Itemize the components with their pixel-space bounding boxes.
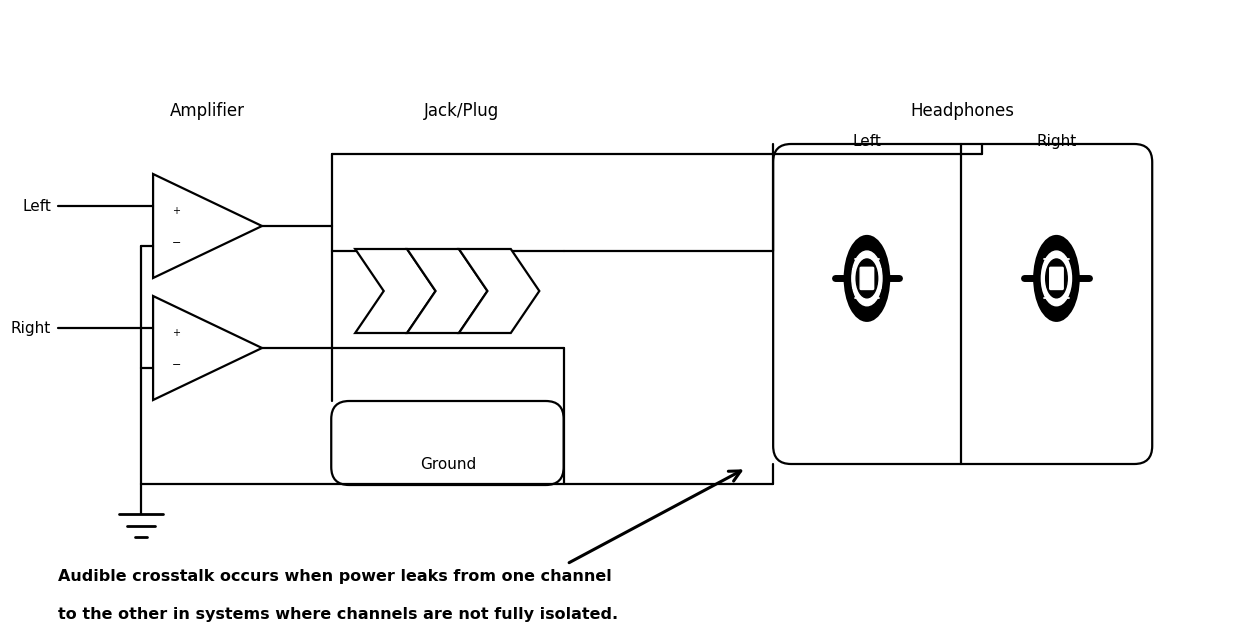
Polygon shape xyxy=(459,249,539,333)
Text: +: + xyxy=(172,328,181,338)
Text: Left: Left xyxy=(22,198,51,214)
Text: to the other in systems where channels are not fully isolated.: to the other in systems where channels a… xyxy=(58,607,618,621)
Text: Left: Left xyxy=(852,134,882,149)
Text: +: + xyxy=(172,207,181,216)
Text: Jack/Plug: Jack/Plug xyxy=(424,102,500,120)
Text: −: − xyxy=(171,359,181,370)
Ellipse shape xyxy=(1042,251,1071,306)
Text: −: − xyxy=(171,238,181,247)
Text: Right: Right xyxy=(11,321,51,336)
Text: Headphones: Headphones xyxy=(910,102,1014,120)
Ellipse shape xyxy=(1034,236,1079,321)
Polygon shape xyxy=(355,249,435,333)
Ellipse shape xyxy=(1045,259,1068,298)
Ellipse shape xyxy=(852,251,882,306)
Text: Right: Right xyxy=(1037,134,1076,149)
Ellipse shape xyxy=(844,236,889,321)
Ellipse shape xyxy=(856,259,878,298)
Text: Audible crosstalk occurs when power leaks from one channel: Audible crosstalk occurs when power leak… xyxy=(58,569,611,583)
FancyBboxPatch shape xyxy=(1050,267,1063,289)
Text: Ground: Ground xyxy=(420,457,476,472)
Text: Amplifier: Amplifier xyxy=(170,102,246,120)
Polygon shape xyxy=(407,249,487,333)
FancyBboxPatch shape xyxy=(861,267,874,289)
